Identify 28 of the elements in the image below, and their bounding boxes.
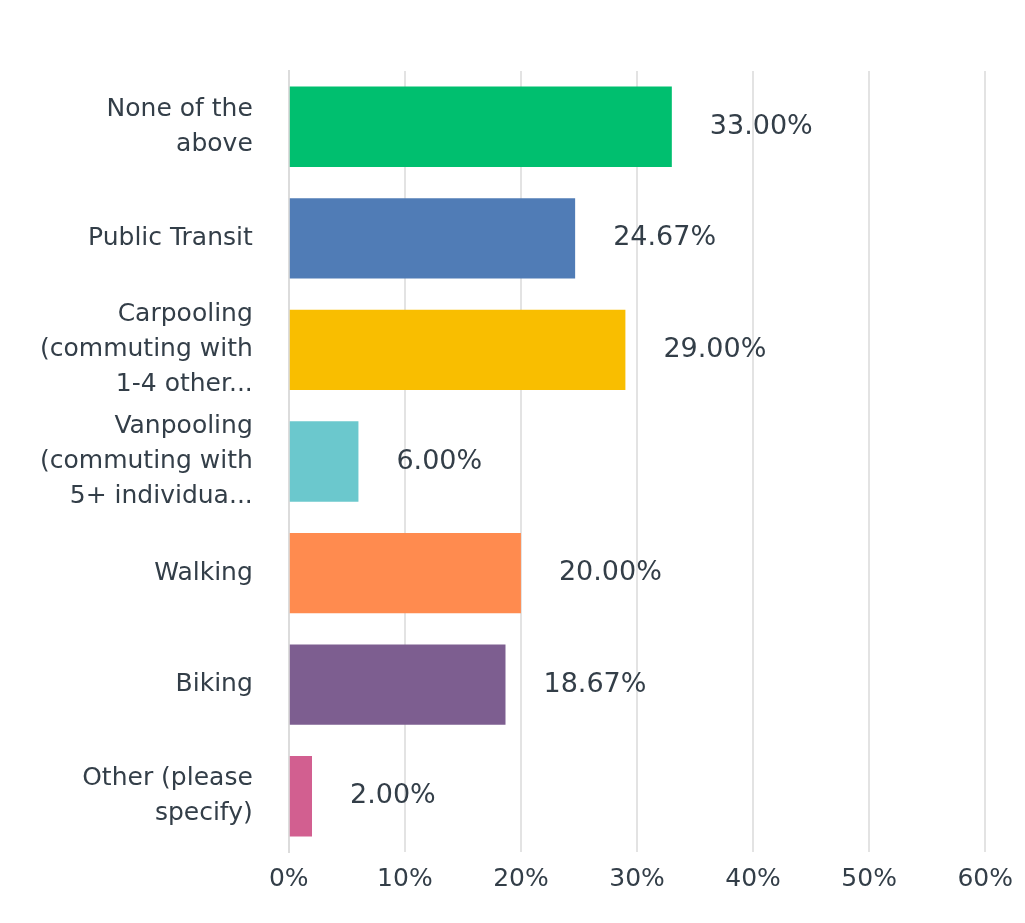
- data-label: 24.67%: [613, 220, 717, 252]
- data-label: 29.00%: [663, 331, 767, 363]
- bar: [289, 532, 521, 614]
- y-tick-label: Public Transit: [88, 221, 253, 251]
- bar: [289, 756, 313, 837]
- data-label: 33.00%: [709, 108, 813, 140]
- data-label: 20.00%: [558, 555, 662, 587]
- x-tick-label: 60%: [957, 862, 1014, 892]
- data-label: 6.00%: [396, 443, 483, 475]
- y-tick-label: Carpooling (commuting with 1-4 other...: [40, 298, 253, 398]
- x-tick-label: 10%: [377, 862, 433, 892]
- y-tick-label: Walking: [154, 556, 253, 586]
- y-tick-label: Vanpooling (commuting with 5+ individua...: [40, 410, 253, 509]
- bar: [289, 86, 672, 167]
- data-label: 2.00%: [350, 778, 436, 810]
- x-tick-label: 30%: [609, 862, 665, 892]
- data-label: 18.67%: [543, 666, 647, 698]
- y-tick-label: Other (please specify): [82, 762, 253, 827]
- bar: [289, 309, 626, 391]
- x-tick-label: 20%: [493, 862, 549, 892]
- bar: [289, 421, 359, 502]
- x-tick-label: 50%: [841, 862, 897, 892]
- y-tick-label: None of the above: [106, 92, 253, 157]
- y-tick-label: Biking: [175, 668, 253, 698]
- x-tick-label: 0%: [268, 862, 309, 892]
- bar: [289, 198, 576, 279]
- bar: [289, 644, 506, 725]
- x-tick-label: 40%: [725, 862, 781, 892]
